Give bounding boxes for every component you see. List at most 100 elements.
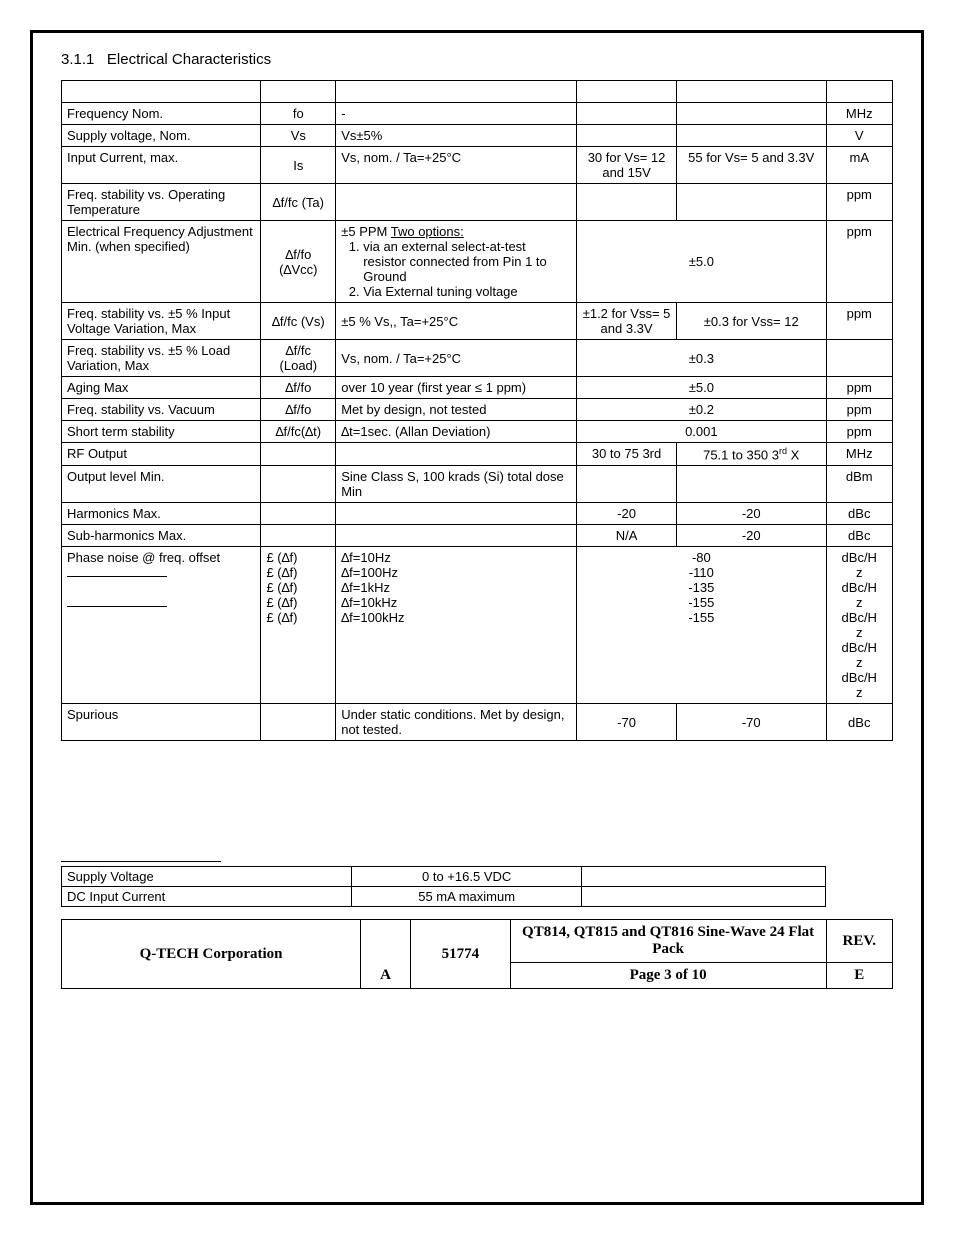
cell-value: -20 [676,503,826,525]
cell-value [676,466,826,503]
footer-page: Page 3 of 10 [510,963,826,989]
electrical-characteristics-table: Frequency Nom. fo - MHz Supply voltage, … [61,80,893,741]
aux-extra [581,887,826,907]
param-text: Phase noise @ freq. offset [67,550,220,565]
cell-value: ±1.2 for Vss= 5 and 3.3V [577,303,677,340]
table-row: Freq. stability vs. Operating Temperatur… [62,184,893,221]
cell-param: Short term stability [62,421,261,443]
footer-company: Q-TECH Corporation [62,920,361,989]
table-row: Phase noise @ freq. offset £ (∆f) £ (∆f)… [62,547,893,704]
cell-blank [336,81,577,103]
table-row: RF Output 30 to 75 3rd 75.1 to 350 3rd X… [62,443,893,466]
cell-symbol: £ (∆f) £ (∆f) £ (∆f) £ (∆f) £ (∆f) [261,547,336,704]
sym-line: £ (∆f) [266,595,297,610]
aux-value: 0 to +16.5 VDC [352,867,581,887]
cell-value: -20 [676,525,826,547]
v2-pre: 75.1 to 350 3 [703,447,779,462]
cell-condition: ±5 % Vs,, Ta=+25°C [336,303,577,340]
cond-line: ∆f=100Hz [341,565,398,580]
cell-param: Freq. stability vs. ±5 % Input Voltage V… [62,303,261,340]
cell-symbol: ∆f/fc (Ta) [261,184,336,221]
unit-line: z [856,565,863,580]
footer-table: Q-TECH Corporation A 51774 QT814, QT815 … [61,919,893,989]
cond-prefix: ±5 PPM [341,224,391,239]
table-row: Q-TECH Corporation A 51774 QT814, QT815 … [62,920,893,963]
cell-condition: ∆t=1sec. (Allan Deviation) [336,421,577,443]
cell-value: -20 [577,503,677,525]
cell-value-span: 0.001 [577,421,826,443]
unit-line: z [856,685,863,700]
sym-line: £ (∆f) [266,550,297,565]
cell-value: 30 for Vs= 12 and 15V [577,147,677,184]
cell-unit: dBm [826,466,893,503]
cell-value [676,184,826,221]
cell-value-span: ±0.3 [577,340,826,377]
cell-symbol [261,525,336,547]
aux-extra [581,867,826,887]
cell-condition [336,443,577,466]
cell-param: Freq. stability vs. ±5 % Load Variation,… [62,340,261,377]
table-row: DC Input Current 55 mA maximum [62,887,826,907]
section-title-text: Electrical Characteristics [107,51,271,68]
blank-line [67,576,167,577]
cond-link: Two options: [391,224,464,239]
cell-condition: ±5 PPM Two options: via an external sele… [336,221,577,303]
cell-param: Spurious [62,704,261,741]
unit-line: z [856,655,863,670]
cell-blank [577,81,677,103]
cell-symbol: ∆f/fc (Vs) [261,303,336,340]
table-row [62,81,893,103]
cell-unit: ppm [826,421,893,443]
cell-condition: over 10 year (first year ≤ 1 ppm) [336,377,577,399]
unit-line: z [856,595,863,610]
table-row: Freq. stability vs. ±5 % Load Variation,… [62,340,893,377]
cell-unit: dBc/H z dBc/H z dBc/H z dBc/H z dBc/H z [826,547,893,704]
cell-value: 55 for Vs= 5 and 3.3V [676,147,826,184]
unit-line: dBc/H [842,550,877,565]
cell-unit: dBc [826,503,893,525]
cell-condition: ∆f=10Hz ∆f=100Hz ∆f=1kHz ∆f=10kHz ∆f=100… [336,547,577,704]
cell-param: Supply voltage, Nom. [62,125,261,147]
cell-blank [676,81,826,103]
cell-unit: MHz [826,103,893,125]
cell-condition: Vs, nom. / Ta=+25°C [336,340,577,377]
aux-table: Supply Voltage 0 to +16.5 VDC DC Input C… [61,866,826,907]
footer-rev: E [826,963,893,989]
cell-value [676,125,826,147]
cell-value [577,103,677,125]
cell-symbol: ∆f/fo [261,377,336,399]
cell-condition [336,525,577,547]
cell-unit: MHz [826,443,893,466]
cell-value-span: ±5.0 [577,221,826,303]
table-row: Supply Voltage 0 to +16.5 VDC [62,867,826,887]
sym-line: £ (∆f) [266,565,297,580]
cell-condition [336,503,577,525]
cell-blank [261,81,336,103]
cond-line: ∆f=10kHz [341,595,397,610]
cell-param: Output level Min. [62,466,261,503]
cell-symbol: ∆f/fo (∆Vcc) [261,221,336,303]
footer-rev-label: REV. [826,920,893,963]
cell-symbol: ∆f/fc(∆t) [261,421,336,443]
cond-line: ∆f=1kHz [341,580,390,595]
aux-value: 55 mA maximum [352,887,581,907]
cell-condition [336,184,577,221]
cell-unit: ppm [826,399,893,421]
list-item: via an external select-at-test resistor … [363,239,571,284]
cell-symbol [261,466,336,503]
v2-post: X [787,447,799,462]
blank-line [67,606,167,607]
val-line: -155 [688,610,714,625]
cell-value-span: ±0.2 [577,399,826,421]
table-row: Sub-harmonics Max. N/A -20 dBc [62,525,893,547]
cond-line: ∆f=100kHz [341,610,404,625]
cell-value: -70 [577,704,677,741]
footer-docnum: 51774 [411,920,511,989]
cell-value: 30 to 75 3rd [577,443,677,466]
table-row: Freq. stability vs. Vacuum ∆f/fo Met by … [62,399,893,421]
cell-condition: Under static conditions. Met by design, … [336,704,577,741]
unit-line: dBc/H [842,610,877,625]
val-line: -155 [688,595,714,610]
cell-param: Sub-harmonics Max. [62,525,261,547]
footer-product: QT814, QT815 and QT816 Sine-Wave 24 Flat… [510,920,826,963]
